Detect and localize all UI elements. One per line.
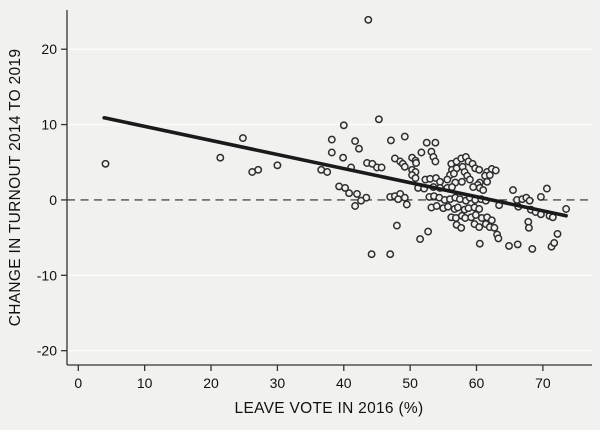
data-point: [475, 165, 484, 174]
data-point: [377, 163, 386, 172]
data-point: [475, 239, 484, 248]
data-point: [485, 171, 494, 180]
scatter-points: [101, 15, 571, 259]
data-point: [412, 159, 421, 167]
data-point: [487, 216, 496, 225]
data-point: [254, 165, 263, 174]
data-point: [465, 175, 474, 184]
data-point: [351, 137, 360, 146]
axes-and-ticks: -20 -10 0 10 20 0 10 20 30 40 50 60 70: [37, 10, 592, 391]
data-point: [525, 196, 534, 205]
data-point: [386, 250, 395, 259]
data-point: [101, 159, 110, 168]
x-axis-title: LEAVE VOTE IN 2016 (%): [235, 400, 424, 417]
data-point: [327, 148, 336, 157]
data-point: [355, 144, 363, 153]
data-point: [432, 202, 441, 210]
data-point: [400, 162, 409, 171]
y-tick-label--20: -20: [37, 343, 57, 359]
data-point: [494, 234, 503, 243]
data-point: [469, 183, 478, 192]
x-tick-label-10: 10: [137, 375, 153, 391]
x-tick-label-20: 20: [203, 375, 219, 391]
data-point: [483, 177, 492, 186]
data-point: [509, 186, 517, 195]
data-point: [357, 196, 365, 205]
data-point: [550, 238, 559, 247]
data-point: [238, 134, 247, 143]
data-point: [341, 183, 350, 192]
data-point: [490, 223, 499, 232]
data-point: [431, 157, 440, 166]
data-point: [416, 235, 425, 244]
data-point: [402, 200, 411, 209]
data-point: [471, 211, 480, 219]
data-point: [475, 223, 484, 232]
data-point: [353, 189, 361, 198]
data-point: [392, 221, 401, 230]
data-point: [394, 195, 403, 204]
y-tick-label-0: 0: [49, 192, 57, 208]
x-tick-label-40: 40: [336, 375, 352, 391]
data-point: [411, 174, 420, 183]
fit-line: [102, 115, 568, 218]
data-point: [351, 202, 360, 210]
data-point: [216, 153, 225, 162]
data-point: [345, 189, 354, 198]
data-point: [339, 121, 348, 130]
data-point: [513, 240, 522, 249]
data-point: [542, 184, 551, 193]
data-point: [323, 168, 332, 176]
y-axis-title: CHANGE IN TURNOUT 2014 TO 2019: [7, 49, 24, 326]
y-tick-label--10: -10: [37, 267, 57, 283]
data-point: [374, 115, 383, 124]
data-point: [400, 132, 409, 141]
data-point: [536, 192, 545, 201]
data-point: [449, 169, 458, 178]
data-point: [505, 241, 513, 250]
data-point: [443, 175, 452, 184]
x-tick-label-0: 0: [74, 375, 82, 391]
data-point: [453, 203, 462, 212]
data-point: [400, 193, 409, 202]
x-tick-label-70: 70: [535, 375, 551, 391]
data-point: [524, 223, 533, 232]
y-tick-label-20: 20: [41, 41, 57, 57]
data-point: [422, 138, 431, 147]
regression-fit-line: [102, 115, 568, 218]
data-point: [367, 250, 376, 259]
data-point: [327, 135, 336, 144]
data-point: [417, 148, 426, 157]
gridlines: [67, 48, 592, 352]
data-point: [444, 202, 452, 211]
data-point: [491, 166, 500, 175]
data-point: [273, 161, 282, 170]
x-tick-label-60: 60: [469, 375, 485, 391]
data-point: [457, 177, 466, 186]
y-tick-label-10: 10: [41, 117, 57, 133]
data-point: [553, 229, 562, 238]
data-point: [562, 205, 571, 213]
x-tick-label-30: 30: [270, 375, 286, 391]
data-point: [386, 136, 395, 145]
data-point: [457, 223, 466, 232]
data-point: [364, 15, 373, 24]
data-point: [431, 138, 440, 147]
data-point: [479, 186, 488, 195]
data-point: [339, 153, 348, 162]
data-point: [528, 244, 537, 253]
x-tick-label-50: 50: [402, 375, 418, 391]
data-point: [475, 205, 484, 213]
data-point: [424, 227, 433, 236]
